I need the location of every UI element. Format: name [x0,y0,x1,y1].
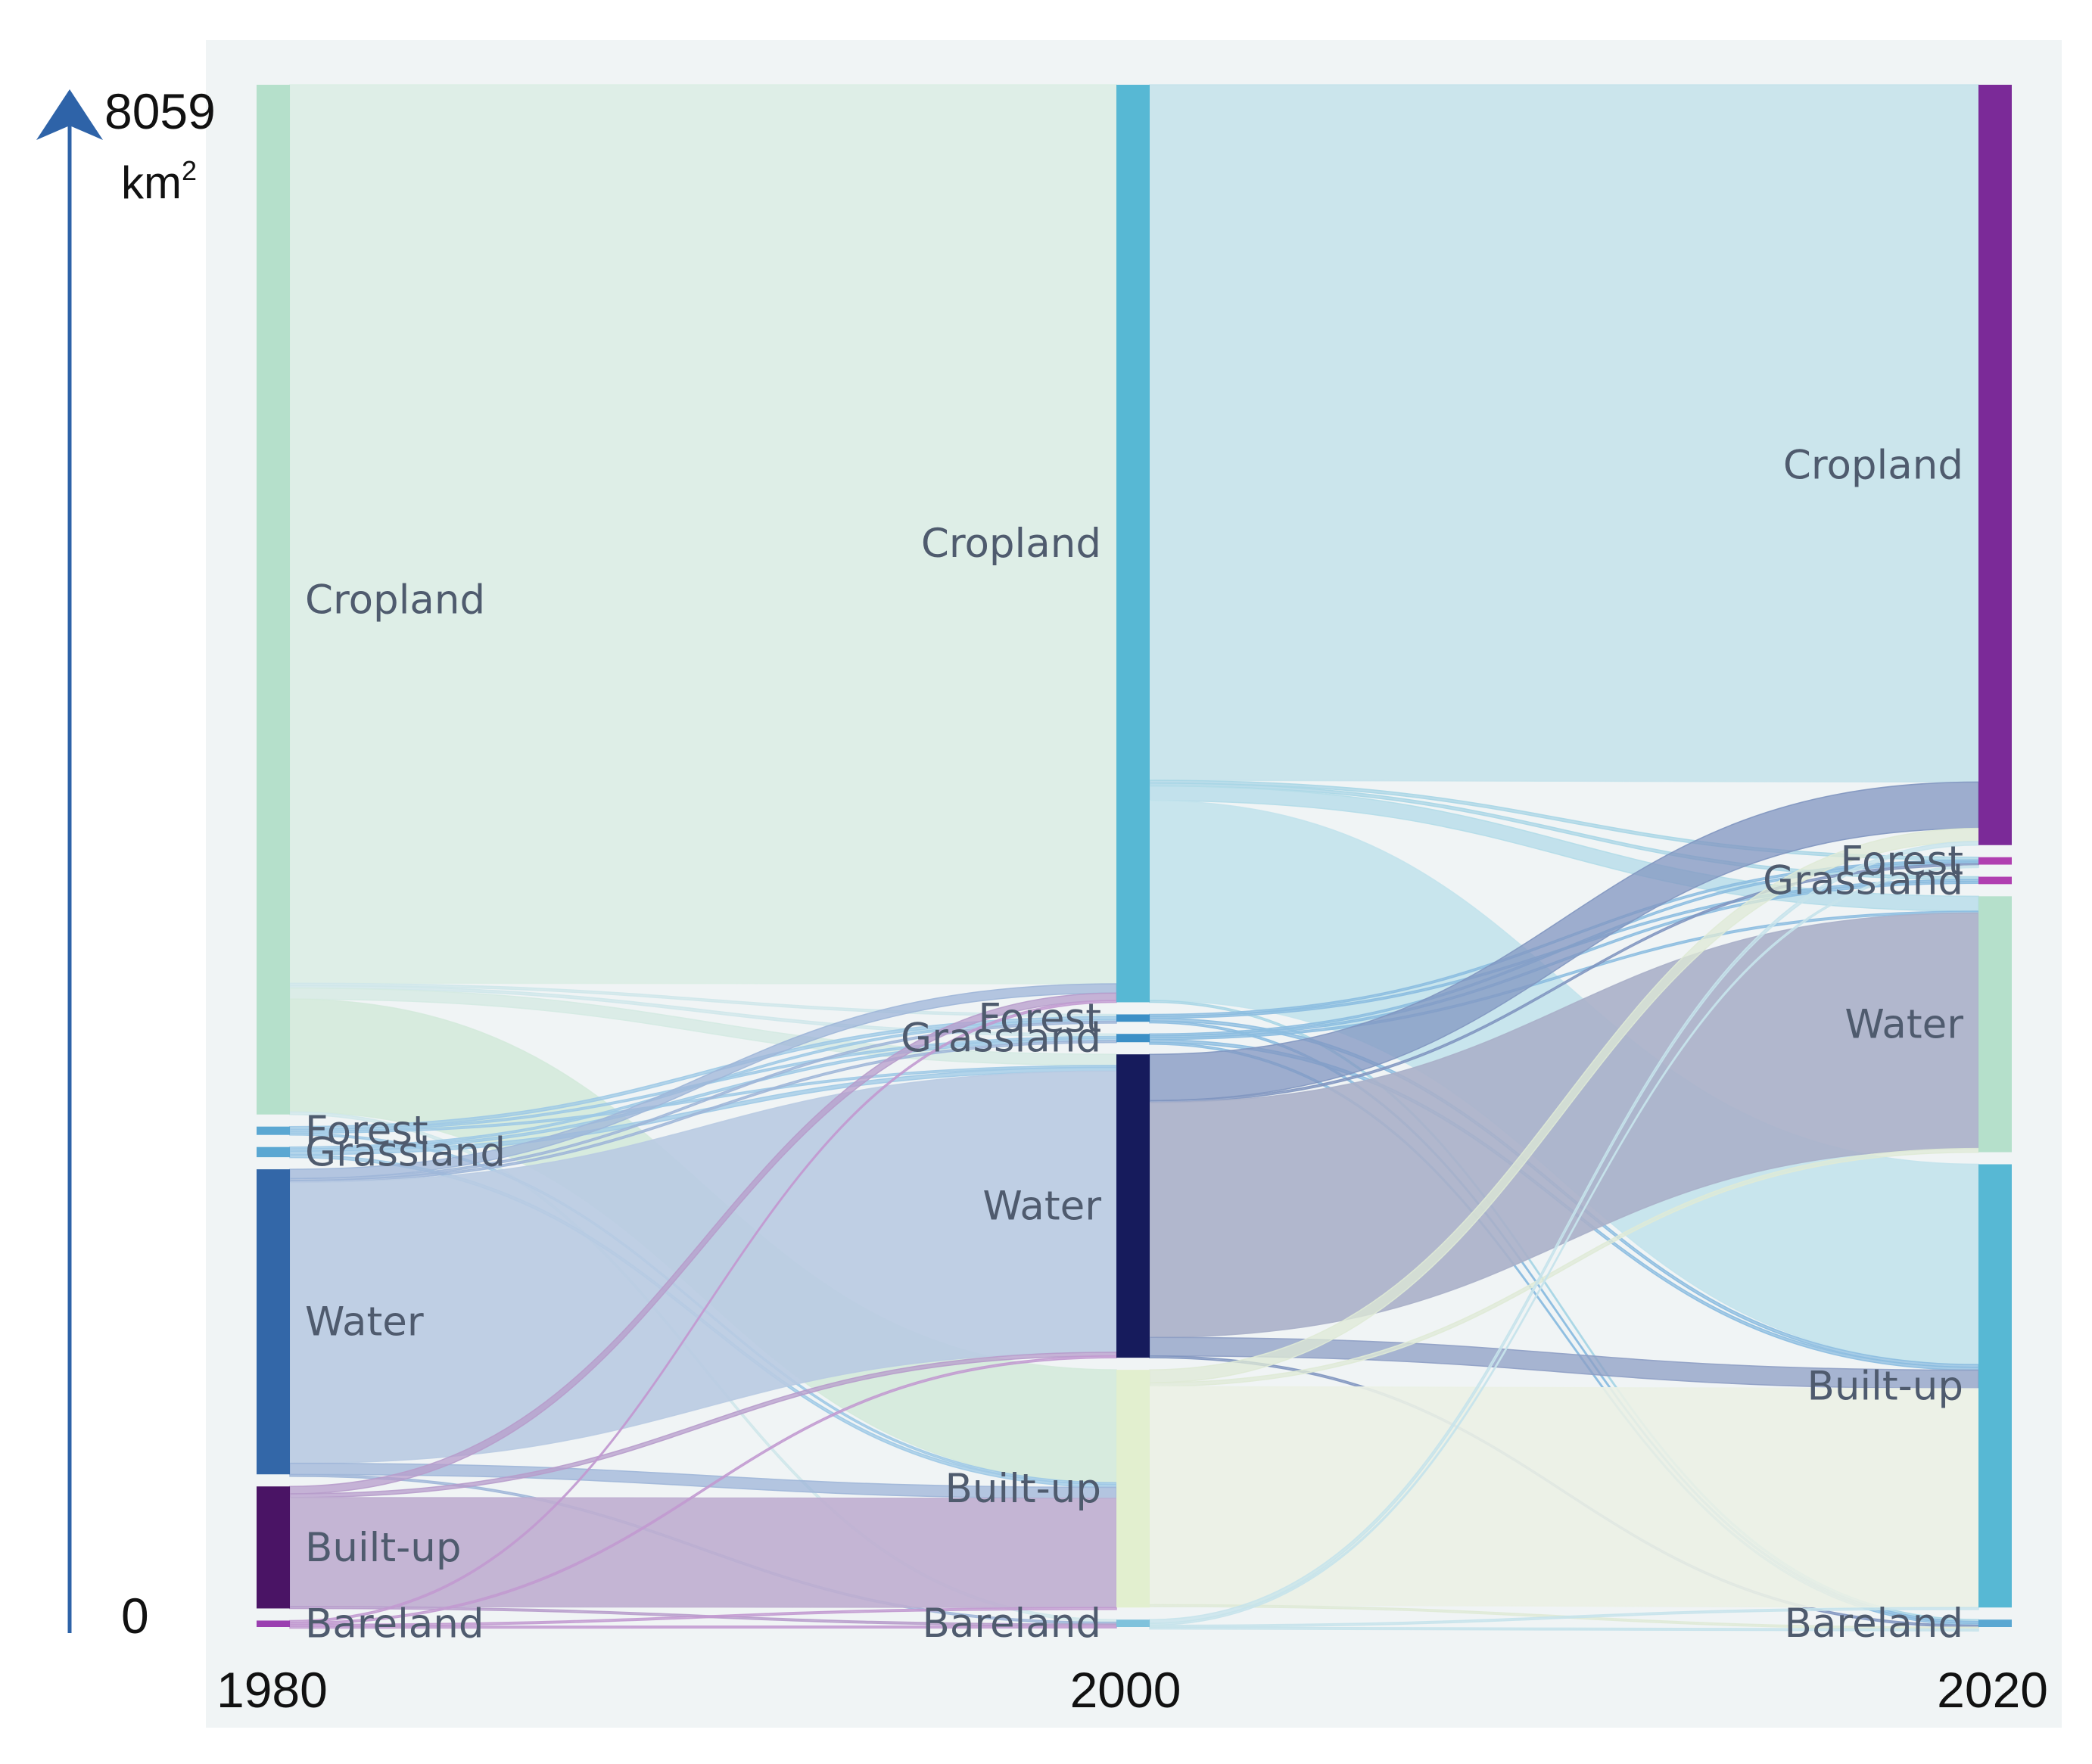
node-built-up-2020[interactable] [1978,1164,2012,1608]
flow-link-br1980-to-br2000 [289,1625,1117,1629]
node-label-built-up-1980: Built-up [305,1525,462,1571]
node-label-water-2020: Water [1845,1001,1963,1047]
labels-layer: CroplandForestGrasslandWaterBuilt-upBare… [305,442,1963,1647]
flow-link-br1980-to-b2000 [289,1607,1117,1627]
node-grassland-1980[interactable] [257,1146,290,1158]
node-grassland-2020[interactable] [1978,876,2012,885]
node-water-2020[interactable] [1978,896,2012,1153]
node-label-grassland-1980: Grassland [305,1129,506,1175]
node-bareland-2020[interactable] [1978,1619,2012,1627]
nodes-layer [257,85,2012,1627]
axis-unit-label: km2 [121,155,197,208]
flow-link-br2000-to-b2020 [1149,1607,1979,1628]
flow-link-br1980-to-c2000 [289,1000,1117,1623]
flow-link-b2000-to-b2020 [1149,1386,1979,1608]
node-bareland-1980[interactable] [257,1620,290,1627]
axis-max-label: 8059 [104,83,216,139]
flow-link-w1980-to-g2000 [289,1040,1117,1184]
node-cropland-2000[interactable] [1116,85,1150,1003]
node-label-bareland-2020: Bareland [1784,1601,1963,1647]
node-forest-2020[interactable] [1978,857,2012,865]
node-cropland-2020[interactable] [1978,85,2012,845]
node-built-up-1980[interactable] [257,1486,290,1609]
node-forest-2000[interactable] [1116,1014,1150,1022]
node-cropland-1980[interactable] [257,85,290,1115]
flow-link-br2000-to-f2020 [1149,865,1979,1626]
flow-link-w1980-to-f2000 [289,1020,1117,1181]
flow-link-br2000-to-br2020 [1149,1626,1979,1632]
node-bareland-2000[interactable] [1116,1619,1150,1627]
node-label-cropland-2020: Cropland [1783,442,1963,488]
year-label-1980: 1980 [216,1662,328,1718]
node-label-grassland-2000: Grassland [901,1016,1101,1062]
node-label-forest-2020: Forest [1840,838,1963,885]
node-water-2000[interactable] [1116,1054,1150,1358]
node-label-forest-2000: Forest [978,995,1101,1041]
links-layer [289,84,1979,1632]
node-built-up-2000[interactable] [1116,1370,1150,1608]
node-label-cropland-2000: Cropland [921,521,1101,567]
year-label-2020: 2020 [1937,1662,2048,1718]
node-label-built-up-2000: Built-up [945,1466,1101,1512]
node-label-grassland-2020: Grassland [1763,857,1963,904]
year-label-2000: 2000 [1070,1662,1181,1718]
node-grassland-2000[interactable] [1116,1034,1150,1043]
node-forest-1980[interactable] [257,1126,290,1135]
node-label-built-up-2020: Built-up [1807,1363,1963,1409]
flow-link-b2000-to-w2020 [1149,1147,1979,1387]
node-water-1980[interactable] [257,1169,290,1475]
axis-min-label: 0 [121,1588,149,1644]
node-label-forest-1980: Forest [305,1108,428,1154]
node-label-cropland-1980: Cropland [305,577,485,623]
node-label-water-2000: Water [982,1184,1101,1230]
node-label-bareland-2000: Bareland [922,1601,1101,1647]
flow-link-br1980-to-w2000 [289,1355,1117,1626]
node-label-water-1980: Water [305,1299,424,1346]
magnitude-axis-arrow-icon [36,89,103,140]
node-label-bareland-1980: Bareland [305,1601,484,1647]
flow-link-c2000-to-c2020 [1149,84,1979,783]
